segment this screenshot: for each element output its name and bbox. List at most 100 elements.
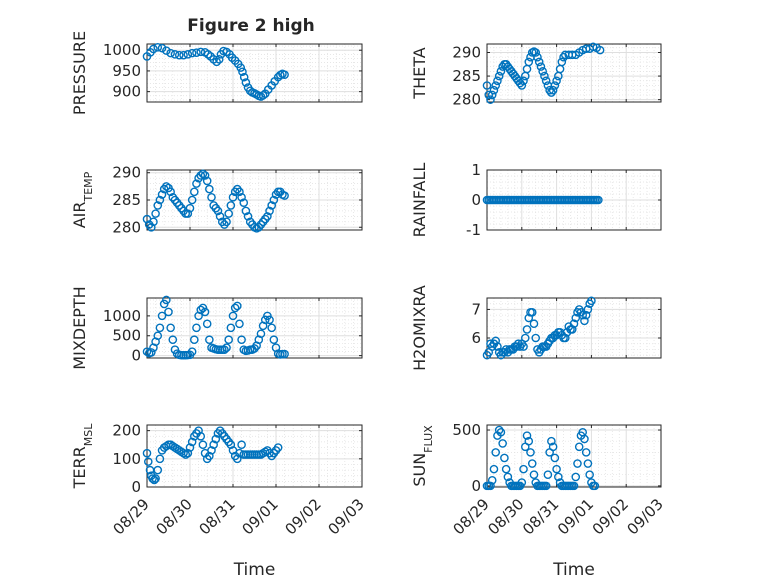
data-point — [215, 212, 225, 221]
data-point — [265, 315, 274, 325]
data-point — [531, 48, 541, 57]
data-point — [267, 201, 277, 210]
data-point — [174, 50, 184, 60]
data-point — [238, 67, 247, 77]
data-point — [569, 481, 579, 491]
data-point — [500, 453, 509, 463]
data-point — [166, 440, 175, 450]
data-point — [583, 459, 593, 468]
data-point — [273, 443, 283, 452]
data-point — [527, 307, 537, 317]
y-axis-label: THETA — [410, 47, 429, 99]
data-point — [547, 436, 556, 446]
y-axis-label: PRESSURE — [70, 31, 89, 115]
x-axis-label: Time — [552, 560, 595, 580]
subplot-rainfall: -1 0 1 RAINFALL — [410, 161, 662, 239]
data-point — [543, 470, 553, 480]
data-point — [200, 171, 210, 180]
data-point — [228, 311, 238, 321]
y-tick-label: 0 — [131, 478, 141, 496]
data-point — [142, 448, 152, 458]
data-point — [179, 50, 188, 60]
data-point — [486, 481, 495, 491]
data-point — [541, 76, 551, 86]
data-point — [151, 474, 160, 483]
data-point — [561, 333, 570, 343]
data-point — [574, 442, 584, 452]
data-point — [496, 427, 506, 437]
data-point — [155, 454, 165, 464]
data-point — [540, 71, 549, 81]
subplot-theta: 280 285 290 THETA — [410, 42, 662, 109]
data-point — [207, 192, 216, 202]
data-point — [557, 57, 567, 67]
data-point — [269, 335, 279, 345]
data-point — [222, 343, 231, 352]
y-axis-label-text: SUN — [410, 453, 429, 487]
data-point — [498, 439, 507, 448]
data-point — [162, 46, 171, 55]
data-point — [267, 323, 277, 333]
data-point — [196, 47, 206, 57]
data-point — [187, 195, 197, 205]
data-point — [157, 43, 167, 53]
data-point — [226, 323, 236, 333]
data-point — [522, 431, 532, 440]
data-point — [183, 50, 193, 59]
data-point — [151, 209, 160, 218]
data-point — [150, 475, 159, 485]
data-point — [148, 474, 157, 483]
data-point — [220, 345, 229, 354]
data-point — [203, 50, 213, 59]
data-point — [168, 335, 178, 345]
data-point — [170, 50, 180, 59]
data-point — [482, 81, 492, 90]
data-point — [571, 472, 581, 482]
data-point — [235, 187, 244, 197]
data-point — [487, 475, 497, 485]
data-point — [241, 78, 251, 87]
y-axis-label-text: H2OMIXRA — [410, 285, 429, 371]
y-axis-label: RAINFALL — [410, 163, 429, 238]
data-point — [491, 81, 501, 90]
data-point — [237, 440, 246, 450]
data-point — [237, 335, 246, 345]
y-tick-label: 6 — [471, 329, 481, 347]
subplot-h2omixra: 6 7 H2OMIXRA — [410, 285, 662, 371]
y-tick-label: 950 — [112, 62, 141, 80]
data-point — [239, 198, 249, 208]
data-point — [548, 85, 558, 95]
data-point — [181, 450, 190, 459]
y-tick-label: 0 — [471, 191, 481, 209]
y-axis-label: H2OMIXRA — [410, 285, 429, 371]
data-point — [241, 206, 251, 216]
data-point — [179, 448, 188, 458]
y-axis-label: MIXDEPTH — [70, 286, 89, 369]
data-point — [166, 187, 175, 197]
data-point — [192, 323, 201, 333]
data-point — [230, 303, 240, 313]
y-axis-label-text: AIR — [70, 202, 89, 229]
y-tick-label: 290 — [452, 43, 481, 61]
data-point — [157, 311, 167, 321]
data-point — [529, 470, 539, 480]
y-axis-label: TERRMSL — [70, 423, 95, 490]
data-point — [550, 453, 560, 463]
data-point — [146, 348, 156, 357]
data-point — [524, 436, 534, 446]
y-tick-label: 500 — [112, 327, 141, 345]
data-point — [258, 448, 268, 458]
data-point — [536, 62, 546, 71]
data-point — [153, 331, 163, 341]
data-point — [192, 48, 201, 58]
data-point — [185, 443, 195, 452]
y-tick-label: -1 — [466, 221, 481, 239]
data-point — [595, 45, 605, 55]
data-point — [587, 296, 596, 306]
x-axis-label: Time — [233, 560, 276, 580]
data-point — [583, 305, 593, 314]
data-point — [162, 182, 171, 191]
data-point — [590, 481, 600, 491]
data-point — [258, 91, 268, 100]
data-point — [486, 95, 495, 104]
